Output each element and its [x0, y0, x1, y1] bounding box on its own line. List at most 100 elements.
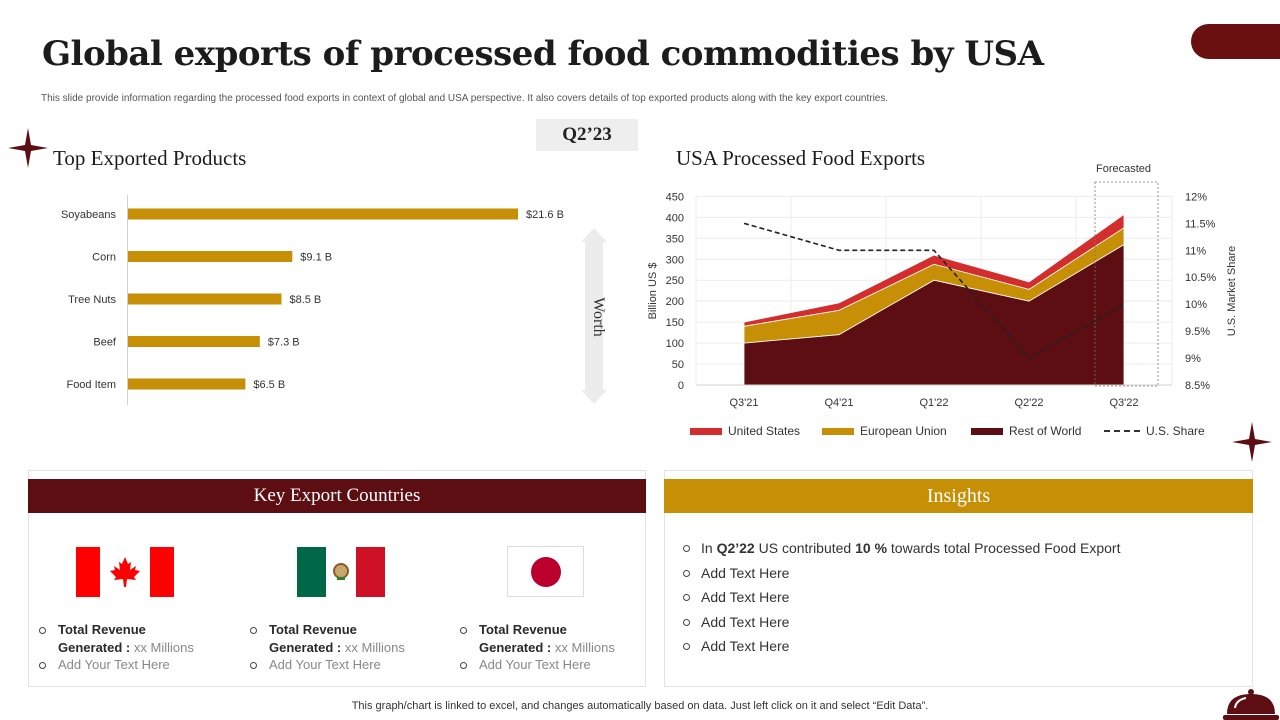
legend-swatch — [822, 427, 854, 435]
legend-item-united-states: United States — [690, 423, 800, 439]
bar-category-label: Tree Nuts — [68, 294, 116, 306]
chart-axes: Forecasted 0 50 100 150 200 250 300 350 400 450 8.5… — [647, 163, 1238, 409]
sparkle-icon — [8, 128, 48, 168]
y-tick-label: 200 — [666, 296, 684, 308]
worth-label: Worth — [590, 297, 607, 337]
revenue-value: xx Millions — [554, 639, 615, 655]
x-tick-label: Q3'22 — [1109, 397, 1138, 409]
key-countries-heading: Key Export Countries — [28, 479, 646, 513]
y-tick-label: 50 — [672, 359, 684, 371]
bar-beef — [128, 336, 260, 347]
revenue-value: xx Millions — [344, 639, 405, 655]
slide-title: Global exports of processed food commodi… — [42, 34, 1044, 74]
forecast-box — [1094, 181, 1159, 387]
legend-item-rest-of-world: Rest of World — [971, 423, 1081, 439]
bar-marks: Soyabeans $21.6 B Corn $9.1 B Tree Nuts $8.5 … — [61, 208, 564, 391]
top-products-heading: Top Exported Products — [53, 146, 247, 170]
placeholder-text: Add Your Text Here — [269, 657, 381, 672]
forecast-label: Forecasted — [1096, 163, 1151, 175]
y2-tick-label: 10.5% — [1185, 272, 1216, 284]
cloche-icon — [1223, 689, 1279, 720]
y2-tick-label: 11.5% — [1185, 218, 1216, 230]
x-tick-label: Q2'22 — [1014, 397, 1043, 409]
revenue-label: Generated : — [479, 639, 552, 655]
bar-value-label: $7.3 B — [268, 337, 300, 349]
y2-tick-label: 9% — [1185, 353, 1201, 365]
insight-text: towards total Processed Food Export — [887, 540, 1121, 556]
y-tick-label: 0 — [678, 380, 684, 392]
bar-corn — [128, 251, 293, 262]
legend-item-us-share: U.S. Share — [1104, 423, 1205, 439]
y-tick-label: 250 — [666, 275, 684, 287]
footer-note: This graph/chart is linked to excel, and… — [351, 700, 929, 712]
country-info-mexico: Total Revenue Generated : xx Millions Ad… — [249, 621, 405, 674]
x-tick-label: Q1'22 — [919, 397, 948, 409]
usa-exports-heading: USA Processed Food Exports — [676, 146, 926, 170]
sparkle-icon — [1232, 422, 1272, 462]
corner-decoration — [1191, 24, 1280, 59]
y-tick-label: 100 — [666, 338, 684, 350]
bar-value-label: $8.5 B — [289, 294, 321, 306]
bar-value-label: $6.5 B — [253, 379, 285, 391]
top-products-bar-chart: Soyabeans $21.6 B Corn $9.1 B Tree Nuts $8.5 … — [61, 195, 607, 405]
y-tick-label: 450 — [666, 191, 684, 203]
bar-category-label: Corn — [92, 252, 116, 264]
insight-item: Add Text Here — [682, 588, 1120, 613]
insight-item: Add Text Here — [682, 613, 1120, 638]
bar-category-label: Food Item — [66, 379, 116, 391]
japan-flag-icon — [507, 546, 584, 597]
revenue-label: Total Revenue — [479, 622, 567, 637]
revenue-label: Total Revenue — [269, 622, 357, 637]
x-tick-label: Q3'21 — [729, 397, 758, 409]
y-tick-label: 150 — [666, 317, 684, 329]
legend-item-european-union: European Union — [822, 423, 947, 439]
y-tick-label: 300 — [666, 254, 684, 266]
legend-label: Rest of World — [1009, 424, 1082, 438]
line-us-share — [743, 222, 1125, 360]
y-tick-label: 400 — [666, 212, 684, 224]
worth-arrow: Worth — [581, 228, 607, 404]
y2-tick-label: 8.5% — [1185, 380, 1210, 392]
y2-tick-label: 10% — [1185, 299, 1207, 311]
y-tick-label: 350 — [666, 233, 684, 245]
x-tick-label: Q4'21 — [824, 397, 853, 409]
legend-label: European Union — [860, 424, 947, 438]
slide-subtitle: This slide provide information regarding… — [41, 93, 889, 104]
insight-item: Add Text Here — [682, 564, 1120, 589]
bar-soyabeans — [128, 208, 518, 220]
canada-flag-icon — [76, 547, 174, 597]
bar-food-item — [128, 378, 246, 390]
mexico-flag-icon — [297, 547, 385, 597]
placeholder-text: Add Your Text Here — [58, 657, 170, 672]
bar-value-label: $9.1 B — [300, 252, 332, 264]
country-info-canada: Total Revenue Generated : xx Millions Ad… — [38, 621, 194, 674]
insight-item: In Q2’22 US contributed 10 % towards tot… — [682, 539, 1120, 564]
country-info-japan: Total Revenue Generated : xx Millions Ad… — [459, 621, 615, 674]
insight-text: US contributed — [754, 540, 856, 556]
legend-label: U.S. Share — [1146, 424, 1205, 438]
revenue-label: Total Revenue — [58, 622, 146, 637]
y2-tick-label: 12% — [1185, 191, 1207, 203]
placeholder-text: Add Your Text Here — [479, 657, 591, 672]
bar-tree-nuts — [128, 293, 282, 305]
y2-tick-label: 9.5% — [1185, 326, 1210, 338]
insight-item: Add Text Here — [682, 637, 1120, 662]
legend-swatch — [690, 427, 722, 435]
insights-heading: Insights — [664, 479, 1253, 513]
insights-panel: Insights — [664, 470, 1253, 687]
y2-tick-label: 11% — [1185, 245, 1206, 257]
legend-dash-swatch — [1104, 430, 1140, 432]
revenue-label: Generated : — [269, 639, 342, 655]
insight-highlight: 10 % — [855, 540, 888, 556]
insights-list: In Q2’22 US contributed 10 % towards tot… — [682, 539, 1120, 662]
insight-highlight: Q2’22 — [716, 540, 755, 556]
revenue-value: xx Millions — [133, 639, 194, 655]
bar-value-label: $21.6 B — [526, 209, 564, 221]
revenue-label: Generated : — [58, 639, 131, 655]
legend-label: United States — [728, 424, 801, 438]
usa-exports-area-chart: Forecasted 0 50 100 150 200 250 300 350 400 450 8.5… — [647, 163, 1238, 409]
bar-category-label: Beef — [93, 337, 117, 349]
legend-swatch — [971, 427, 1003, 435]
period-badge: Q2’23 — [536, 119, 638, 151]
y2-axis-title: U.S. Market Share — [1226, 246, 1238, 336]
